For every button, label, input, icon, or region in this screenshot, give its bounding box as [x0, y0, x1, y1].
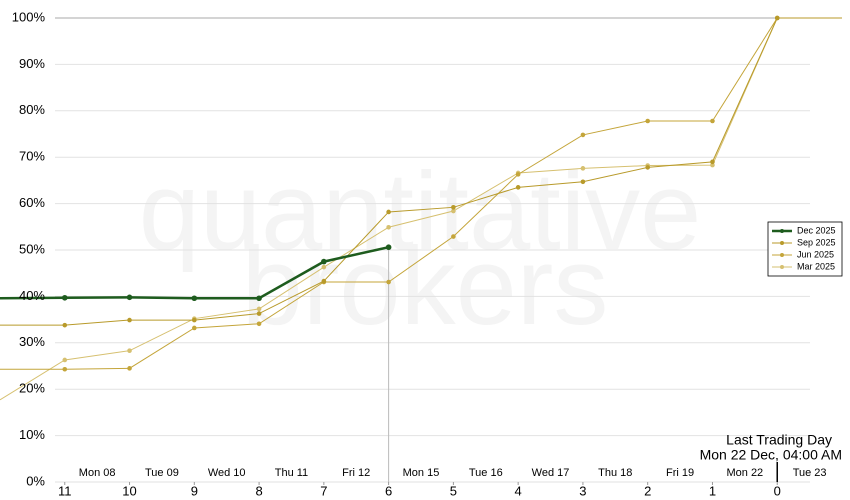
point [515, 185, 521, 190]
point [385, 244, 392, 251]
point [192, 325, 197, 331]
date-label: Thu 11 [275, 467, 308, 479]
point [386, 279, 391, 285]
y-tick-label: 0% [26, 473, 45, 488]
point [580, 179, 586, 185]
point [386, 224, 391, 230]
x-tick-label: 11 [58, 483, 72, 498]
y-tick-label: 40% [19, 288, 45, 303]
x-tick-label: 7 [320, 483, 327, 498]
point [62, 357, 68, 363]
point [126, 294, 133, 301]
x-tick-label: 2 [644, 483, 651, 498]
point [580, 166, 586, 171]
date-label: Tue 16 [469, 467, 503, 479]
point [191, 295, 198, 302]
point [127, 366, 132, 371]
y-tick-label: 60% [19, 195, 45, 210]
legend-label: Mar 2025 [797, 261, 835, 271]
point [451, 208, 456, 214]
legend-dot [780, 253, 784, 257]
point [321, 264, 327, 270]
point [61, 294, 68, 301]
date-label: Tue 09 [145, 467, 179, 479]
x-tick-label: 0 [774, 483, 781, 498]
series-line [0, 17, 842, 326]
date-label: Wed 10 [208, 467, 246, 479]
x-tick-label: 10 [122, 483, 136, 498]
x-tick-label: 1 [709, 483, 716, 498]
point [451, 205, 456, 210]
annotation-text: Mon 22 Dec, 04:00 AM [700, 447, 842, 463]
y-tick-label: 50% [19, 241, 45, 256]
y-tick-label: 70% [19, 149, 45, 164]
point [256, 295, 262, 302]
point [62, 366, 68, 372]
point [710, 159, 715, 165]
y-tick-label: 20% [19, 381, 45, 396]
date-label: Mon 22 [726, 467, 763, 479]
legend-dot [780, 241, 784, 245]
y-tick-label: 90% [19, 56, 45, 71]
date-label: Mon 15 [403, 467, 440, 479]
x-tick-label: 4 [515, 483, 522, 498]
point [321, 258, 327, 265]
y-tick-label: 10% [19, 427, 45, 442]
point [645, 165, 650, 170]
x-tick-label: 9 [191, 483, 198, 498]
date-label: Fri 19 [666, 467, 694, 479]
point [386, 209, 391, 215]
date-label: Wed 17 [532, 467, 570, 479]
legend-label: Dec 2025 [797, 225, 836, 235]
x-tick-label: 5 [450, 483, 457, 498]
point [127, 317, 132, 323]
legend-label: Sep 2025 [797, 237, 836, 247]
point [580, 132, 586, 138]
point [645, 118, 650, 124]
point [127, 348, 132, 353]
date-label: Fri 12 [342, 467, 370, 479]
annotation-text: Last Trading Day [726, 432, 832, 448]
y-tick-label: 100% [12, 9, 46, 24]
point [256, 311, 262, 316]
point [256, 321, 262, 327]
point [62, 322, 68, 328]
point [192, 317, 197, 323]
point [710, 118, 715, 124]
legend-label: Jun 2025 [797, 249, 834, 259]
x-tick-label: 3 [579, 483, 586, 498]
date-label: Thu 18 [598, 467, 632, 479]
point [451, 234, 456, 239]
point [321, 278, 327, 284]
y-tick-label: 80% [19, 102, 45, 117]
point [710, 162, 715, 168]
date-label: Tue 23 [793, 467, 827, 479]
point [256, 306, 262, 312]
date-label: Mon 08 [79, 467, 116, 479]
watermark: brokers [242, 225, 609, 348]
x-tick-label: 6 [385, 483, 392, 498]
point [774, 15, 780, 21]
watermark: quantitative [139, 150, 702, 273]
point [515, 172, 521, 177]
legend-dot [780, 265, 784, 269]
legend-dot [780, 229, 784, 233]
x-tick-label: 8 [255, 483, 262, 498]
y-tick-label: 30% [19, 334, 45, 349]
